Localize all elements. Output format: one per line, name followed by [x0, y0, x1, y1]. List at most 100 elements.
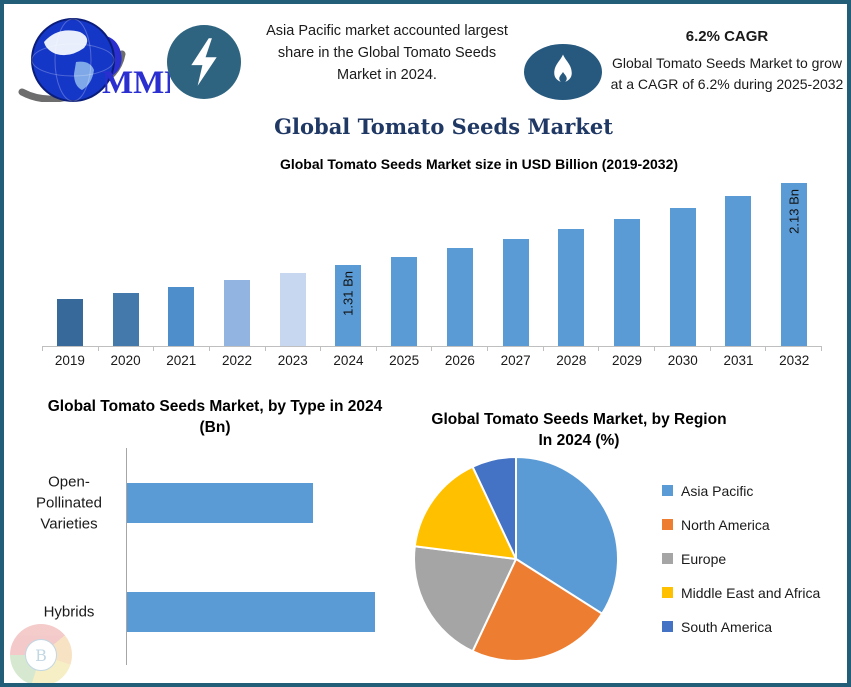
legend-swatch-middle-east-and-africa: [662, 587, 673, 598]
bar-2030: [669, 208, 696, 346]
hbar-hybrids: [127, 592, 375, 632]
bar-slot-2029: [599, 176, 655, 346]
bar-value-label-2024: 1.31 Bn: [340, 271, 356, 316]
bar-2028: [558, 229, 585, 346]
chart-size-trend-axis-ticks: [42, 347, 822, 351]
x-axis-label-2029: 2029: [612, 353, 643, 368]
bar-slot-2024: 1.31 Bn: [321, 176, 377, 346]
legend-item-asia-pacific: Asia Pacific: [662, 482, 820, 499]
x-axis-label-2030: 2030: [667, 353, 698, 368]
bar-2025: [391, 257, 418, 346]
bar-2019: [56, 299, 83, 346]
hbar-open-pollinated-varieties: [127, 483, 313, 523]
flame-glyph: [554, 54, 572, 83]
chart-by-region-legend: Asia Pacific North America Europe Middle Ea…: [662, 482, 820, 652]
legend-item-north-america: North America: [662, 516, 820, 533]
legend-label-south-america: South America: [681, 618, 773, 635]
axis-tick: [320, 347, 322, 351]
x-axis-label-2022: 2022: [221, 353, 253, 368]
x-axis-label-2023: 2023: [277, 353, 308, 368]
axis-tick: [820, 347, 822, 351]
x-axis-label-2026: 2026: [444, 353, 475, 368]
legend-label-europe: Europe: [681, 550, 727, 567]
bar-2032: 2.13 Bn: [781, 183, 808, 346]
bar-2027: [502, 239, 529, 346]
bar-slot-2026: [432, 176, 488, 346]
chart-size-trend: Global Tomato Seeds Market size in USD B…: [42, 156, 822, 368]
pie-slice-middle-east-and-africa: [413, 465, 517, 560]
legend-label-asia-pacific: Asia Pacific: [681, 482, 754, 499]
mmr-logo: MMR: [18, 16, 189, 103]
chart-size-trend-plot: 1.31 Bn 2.13 Bn: [42, 176, 822, 347]
mmr-logo-text: MMR: [102, 65, 170, 101]
axis-tick: [654, 347, 656, 351]
legend-swatch-asia-pacific: [662, 485, 673, 496]
bar-slot-2025: [376, 176, 432, 346]
legend-label-middle-east-and-africa: Middle East and Africa: [681, 584, 821, 601]
bar-2020: [112, 293, 139, 346]
logo-globe-rim: [31, 18, 115, 102]
bar-2023: [279, 273, 306, 346]
pie-slice-europe: [413, 545, 517, 653]
x-axis-label-2019: 2019: [54, 353, 85, 368]
x-axis-label-2020: 2020: [110, 353, 141, 368]
bar-slot-2028: [543, 176, 599, 346]
hbar-row-open-pollinated-varieties: Open-Pollinated Varieties: [19, 474, 411, 533]
lightning-icon: [167, 25, 241, 99]
mmr-logo-graphic: MMR: [18, 18, 189, 103]
chart-by-type: Global Tomato Seeds Market, by Type in 2…: [19, 396, 411, 665]
bar-slot-2027: [488, 176, 544, 346]
x-axis-label-2027: 2027: [500, 353, 531, 368]
axis-tick: [153, 347, 155, 351]
bar-2021: [168, 287, 195, 346]
chart-by-type-plot: Open-Pollinated Varieties Hybrids: [19, 448, 411, 665]
axis-tick: [375, 347, 377, 351]
bar-slot-2020: [98, 176, 154, 346]
axis-tick: [542, 347, 544, 351]
legend-item-south-america: South America: [662, 618, 820, 635]
legend-swatch-north-america: [662, 519, 673, 530]
bar-slot-2022: [209, 176, 265, 346]
logo-globe-gridline: [54, 18, 92, 102]
axis-tick: [765, 347, 767, 351]
bar-slot-2031: [711, 176, 767, 346]
hbar-row-hybrids: Hybrids: [19, 592, 411, 632]
axis-tick: [487, 347, 489, 351]
legend-item-middle-east-and-africa: Middle East and Africa: [662, 584, 820, 601]
x-axis-label-2028: 2028: [556, 353, 587, 368]
chart-by-region-pie: [413, 456, 620, 662]
x-axis-label-2032: 2032: [779, 353, 810, 368]
axis-tick: [42, 347, 43, 351]
axis-tick: [264, 347, 266, 351]
bar-2031: [725, 196, 752, 346]
chart-size-trend-x-labels: 2019 2020 2021 2022 2023 2024 2025 2026 2027 2028…: [42, 353, 822, 368]
chart-by-type-title: Global Tomato Seeds Market, by Type in 2…: [47, 398, 383, 436]
page-title: Global Tomato Seeds Market: [274, 114, 613, 139]
legend-item-europe: Europe: [662, 550, 820, 567]
logo-continent-south: [74, 61, 94, 90]
watermark-letter: B: [25, 639, 57, 671]
bar-2024: 1.31 Bn: [335, 265, 362, 346]
bar-slot-2021: [153, 176, 209, 346]
x-axis-label-2024: 2024: [333, 353, 364, 368]
logo-continent-north: [44, 30, 88, 56]
bar-slot-2023: [265, 176, 321, 346]
legend-swatch-south-america: [662, 621, 673, 632]
lightning-glyph: [191, 38, 217, 86]
bar-2022: [224, 280, 251, 346]
legend-swatch-europe: [662, 553, 673, 564]
bar-slot-2030: [655, 176, 711, 346]
pie-slice-south-america: [471, 456, 517, 560]
x-axis-label-2025: 2025: [389, 353, 420, 368]
flame-icon: [524, 44, 602, 100]
chart-by-region-title: Global Tomato Seeds Market, by Region In…: [431, 411, 727, 449]
axis-tick: [709, 347, 711, 351]
axis-tick: [431, 347, 433, 351]
chart-by-type-axis-line: [126, 448, 127, 665]
axis-tick: [97, 347, 99, 351]
cagr-headline: 6.2% CAGR: [685, 28, 769, 45]
chart-size-trend-title: Global Tomato Seeds Market size in USD B…: [279, 156, 679, 172]
insight-asia-pacific-text: Asia Pacific market accounted largest sh…: [266, 23, 508, 83]
hbar-label-hybrids: Hybrids: [43, 603, 95, 621]
